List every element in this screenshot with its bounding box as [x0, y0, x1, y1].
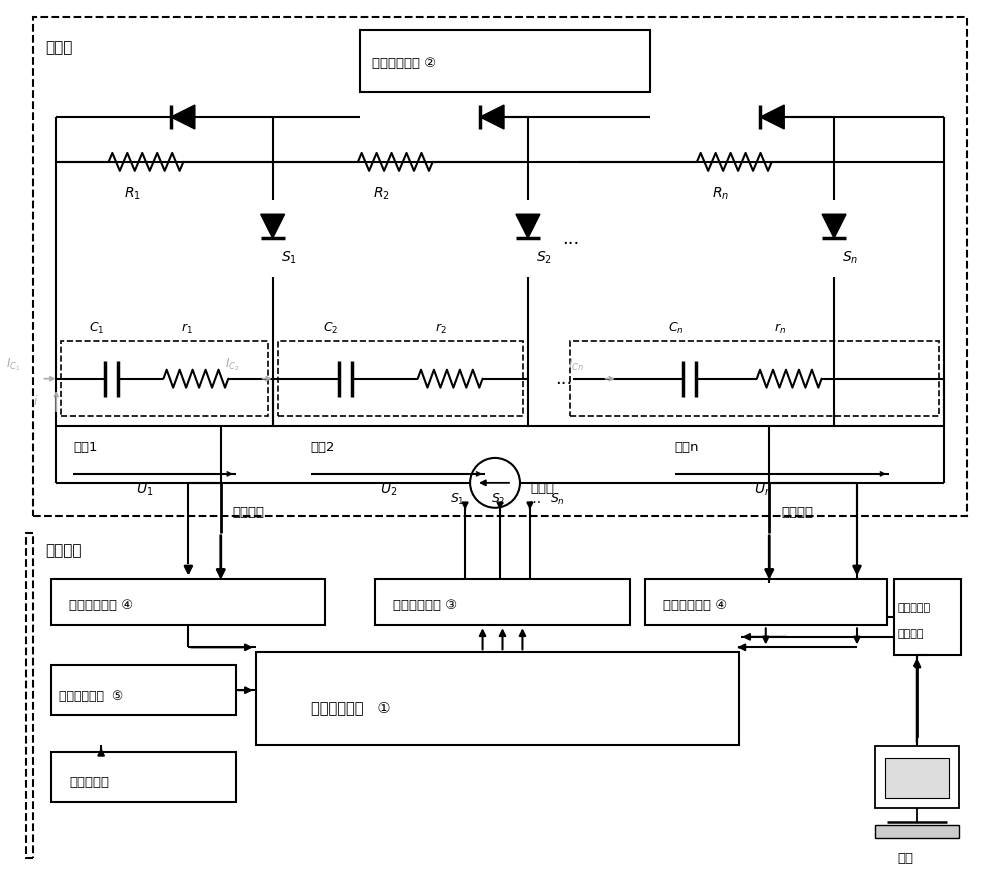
- Text: 主电路: 主电路: [45, 40, 73, 55]
- Text: $S_n$: $S_n$: [842, 250, 858, 266]
- Bar: [360, 30, 650, 92]
- Polygon shape: [822, 214, 846, 238]
- Bar: [885, 758, 949, 798]
- Bar: [26, 533, 33, 858]
- Text: $R_2$: $R_2$: [373, 186, 390, 202]
- Bar: [51, 578, 325, 625]
- Polygon shape: [171, 105, 195, 129]
- Text: 控制电路: 控制电路: [45, 544, 82, 558]
- Text: $S_1$: $S_1$: [281, 250, 297, 266]
- Text: 传感采集模块 ④: 传感采集模块 ④: [663, 599, 727, 612]
- Text: $C_1$: $C_1$: [89, 321, 105, 336]
- Text: $S_2$: $S_2$: [491, 492, 505, 507]
- Text: 恒流源: 恒流源: [530, 482, 554, 495]
- Bar: [375, 578, 630, 625]
- Text: 协同控制模块   ①: 协同控制模块 ①: [311, 700, 390, 715]
- Text: $I_{C_1}$: $I_{C_1}$: [6, 356, 21, 373]
- Text: 单体n: 单体n: [675, 441, 699, 454]
- Text: 电脑: 电脑: [897, 852, 913, 865]
- Text: $S_1$: $S_1$: [450, 492, 464, 507]
- Polygon shape: [760, 105, 784, 129]
- Bar: [875, 825, 959, 838]
- Text: $U_2$: $U_2$: [380, 482, 398, 498]
- Text: $r_n$: $r_n$: [774, 322, 786, 336]
- Text: 电压信号: 电压信号: [233, 506, 265, 519]
- Bar: [61, 341, 268, 416]
- Text: 信号驱动模块 ③: 信号驱动模块 ③: [393, 599, 457, 612]
- Text: $U_1$: $U_1$: [136, 482, 153, 498]
- Text: 调试与下载: 调试与下载: [69, 776, 109, 789]
- Text: ...: ...: [562, 230, 579, 247]
- Bar: [51, 665, 236, 715]
- Polygon shape: [480, 105, 504, 129]
- Bar: [256, 652, 739, 745]
- Bar: [894, 578, 961, 655]
- Text: ...: ...: [555, 369, 572, 388]
- Text: $r_2$: $r_2$: [435, 322, 447, 336]
- Text: 采集监控: 采集监控: [898, 630, 924, 639]
- Text: $r_1$: $r_1$: [181, 322, 193, 336]
- Text: 均衡电路模块 ②: 均衡电路模块 ②: [372, 57, 436, 71]
- Text: $R_1$: $R_1$: [124, 186, 141, 202]
- Bar: [570, 341, 939, 416]
- Text: 电压信号: 电压信号: [781, 506, 813, 519]
- Text: 单体2: 单体2: [311, 441, 335, 454]
- Text: $I_{Cn}$: $I_{Cn}$: [568, 358, 584, 373]
- Text: $C_2$: $C_2$: [323, 321, 339, 336]
- Text: $S_2$: $S_2$: [536, 250, 552, 266]
- Text: $R_n$: $R_n$: [712, 186, 730, 202]
- Polygon shape: [261, 214, 285, 238]
- Bar: [278, 341, 523, 416]
- Text: 供电电源模块  ⑤: 供电电源模块 ⑤: [59, 690, 123, 703]
- Text: 传感采集模块 ④: 传感采集模块 ④: [69, 599, 133, 612]
- Bar: [33, 17, 967, 516]
- Bar: [51, 752, 236, 802]
- Text: 上位机数据: 上位机数据: [898, 604, 931, 613]
- Bar: [645, 578, 887, 625]
- Text: $I_{C_2}$: $I_{C_2}$: [225, 356, 239, 373]
- Bar: [875, 746, 959, 807]
- Text: $U_n$: $U_n$: [754, 482, 772, 498]
- Text: $i$: $i$: [33, 394, 38, 408]
- Text: $C_n$: $C_n$: [668, 321, 683, 336]
- Polygon shape: [516, 214, 540, 238]
- Text: ...: ...: [528, 492, 541, 506]
- Text: 单体1: 单体1: [73, 441, 98, 454]
- Text: $S_n$: $S_n$: [550, 492, 565, 507]
